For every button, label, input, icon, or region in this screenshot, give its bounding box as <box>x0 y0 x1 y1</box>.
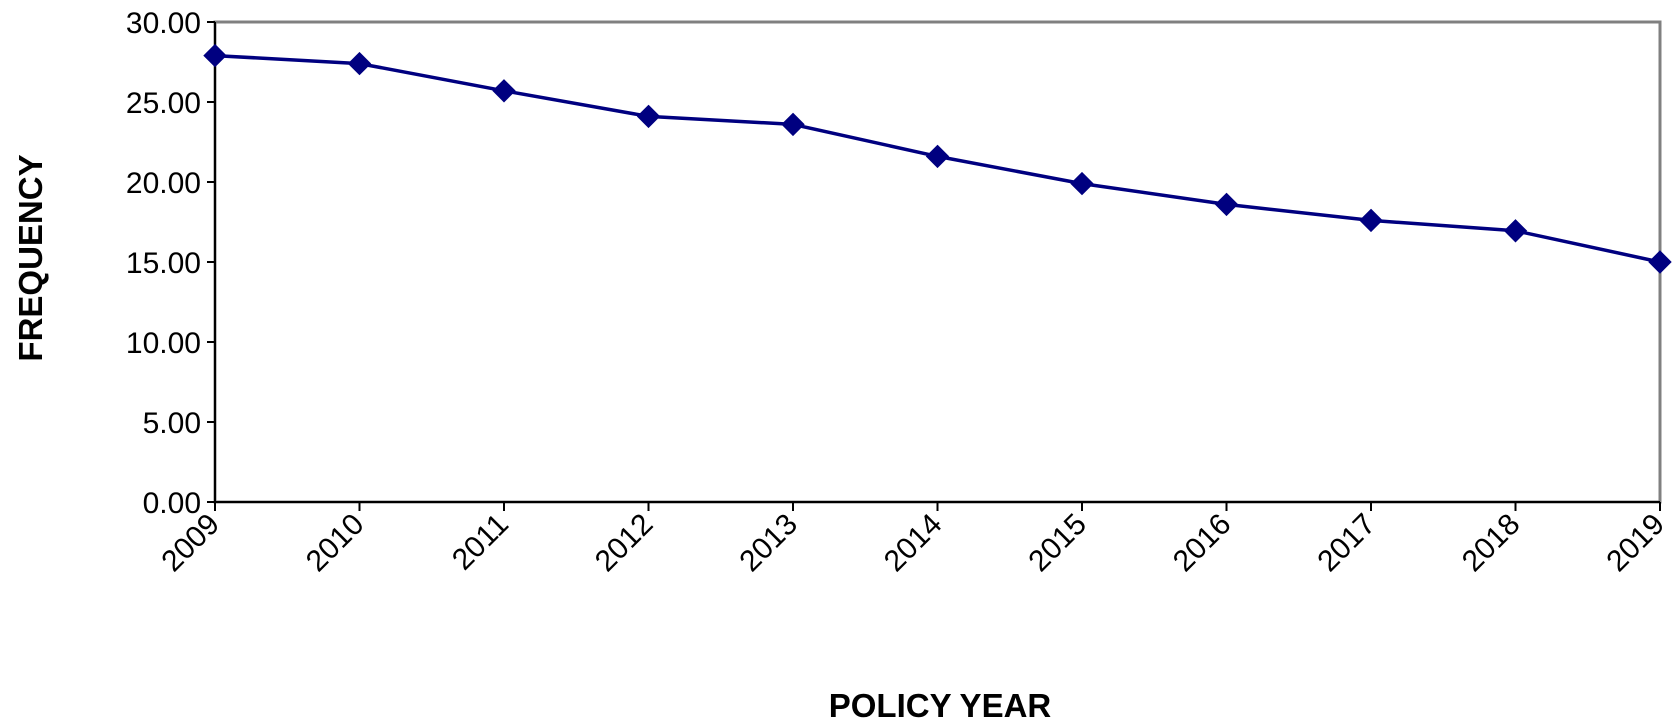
y-tick-label: 5.00 <box>143 407 201 440</box>
x-tick-label: 2010 <box>300 508 371 579</box>
data-point-marker <box>1359 208 1383 233</box>
data-point-marker <box>492 79 516 103</box>
y-tick-label: 25.00 <box>126 87 201 120</box>
x-axis: 2009 2010 2011 2012 2013 2014 2015 2016 2017 2018… <box>155 501 1671 579</box>
data-point-marker <box>925 144 950 169</box>
x-tick-label: 2018 <box>1456 508 1527 579</box>
data-point-marker <box>1648 250 1672 274</box>
data-point-marker <box>636 104 661 129</box>
x-axis-title: POLICY YEAR <box>829 687 1052 724</box>
data-point-marker <box>1070 171 1094 196</box>
x-tick-label: 2014 <box>878 508 949 579</box>
y-tick-label: 0.00 <box>143 487 201 520</box>
data-point-marker <box>1503 219 1528 243</box>
x-tick-label: 2012 <box>589 508 660 579</box>
y-tick-label: 30.00 <box>126 7 201 40</box>
x-tick-label: 2015 <box>1022 508 1093 579</box>
x-tick-label: 2016 <box>1167 508 1238 579</box>
data-point-marker <box>347 51 372 76</box>
y-tick-label: 20.00 <box>126 167 201 200</box>
x-tick-label: 2013 <box>733 508 804 579</box>
y-axis-title: FREQUENCY <box>12 154 49 361</box>
plot-frame <box>213 20 1662 504</box>
y-axis: 0.00 5.00 10.00 15.00 20.00 25.00 30.00 <box>126 7 216 520</box>
y-tick-label: 15.00 <box>126 247 201 280</box>
data-point-marker <box>203 43 227 68</box>
data-point-marker <box>781 112 805 137</box>
series-layer <box>203 43 1672 274</box>
x-tick-label: 2011 <box>446 508 515 577</box>
x-tick-label: 2019 <box>1600 508 1671 579</box>
data-point-marker <box>1214 192 1239 217</box>
y-tick-label: 10.00 <box>126 327 201 360</box>
x-tick-label: 2017 <box>1311 508 1382 579</box>
